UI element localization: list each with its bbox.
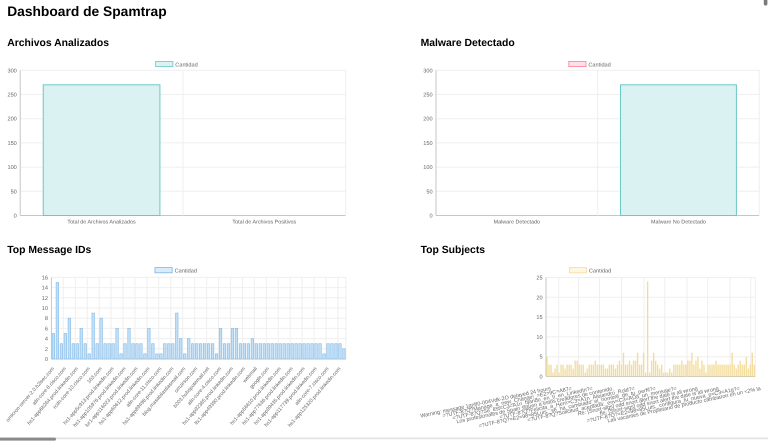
svg-text:15: 15: [536, 315, 542, 321]
svg-text:Dashboard de Spamtrap: Dashboard de Spamtrap: [7, 4, 166, 19]
svg-text:0: 0: [14, 214, 17, 220]
svg-text:Cantidad: Cantidad: [588, 61, 610, 68]
svg-text:150: 150: [423, 141, 432, 147]
svg-text:100: 100: [7, 165, 16, 171]
svg-text:Malware Detectado: Malware Detectado: [421, 38, 515, 49]
svg-text:Cantidad: Cantidad: [175, 61, 197, 68]
svg-text:Top Subjects: Top Subjects: [421, 245, 486, 256]
svg-text:200: 200: [7, 117, 16, 123]
svg-text:0: 0: [45, 357, 48, 363]
svg-text:6: 6: [45, 326, 48, 332]
svg-text:50: 50: [426, 189, 432, 195]
svg-text:0: 0: [539, 375, 542, 381]
svg-text:200: 200: [423, 117, 432, 123]
svg-text:25: 25: [536, 276, 542, 282]
svg-text:14: 14: [42, 286, 48, 292]
svg-text:12: 12: [42, 296, 48, 302]
svg-text:2: 2: [45, 347, 48, 353]
svg-text:4: 4: [45, 337, 48, 343]
svg-text:Total de Archivos Positivos: Total de Archivos Positivos: [232, 220, 296, 226]
svg-text:Total de Archivos Analizados: Total de Archivos Analizados: [67, 220, 136, 226]
svg-text:Malware No Detectado: Malware No Detectado: [651, 220, 706, 226]
svg-text:300: 300: [423, 68, 432, 74]
svg-text:16: 16: [42, 275, 48, 281]
svg-text:Malware Detectado: Malware Detectado: [494, 220, 540, 226]
svg-text:250: 250: [423, 93, 432, 99]
svg-text:Archivos Analizados: Archivos Analizados: [7, 38, 109, 49]
svg-text:50: 50: [11, 189, 17, 195]
svg-text:300: 300: [7, 68, 16, 74]
svg-text:250: 250: [7, 93, 16, 99]
svg-text:Top Message IDs: Top Message IDs: [7, 245, 91, 256]
svg-text:10: 10: [536, 335, 542, 341]
svg-text:8: 8: [45, 316, 48, 322]
svg-text:Cantidad: Cantidad: [589, 268, 611, 275]
svg-text:100: 100: [423, 165, 432, 171]
svg-text:10: 10: [42, 306, 48, 312]
svg-text:150: 150: [7, 141, 16, 147]
svg-text:0: 0: [429, 214, 432, 220]
svg-text:20: 20: [536, 295, 542, 301]
svg-text:5: 5: [539, 355, 542, 361]
svg-text:Cantidad: Cantidad: [175, 268, 197, 275]
